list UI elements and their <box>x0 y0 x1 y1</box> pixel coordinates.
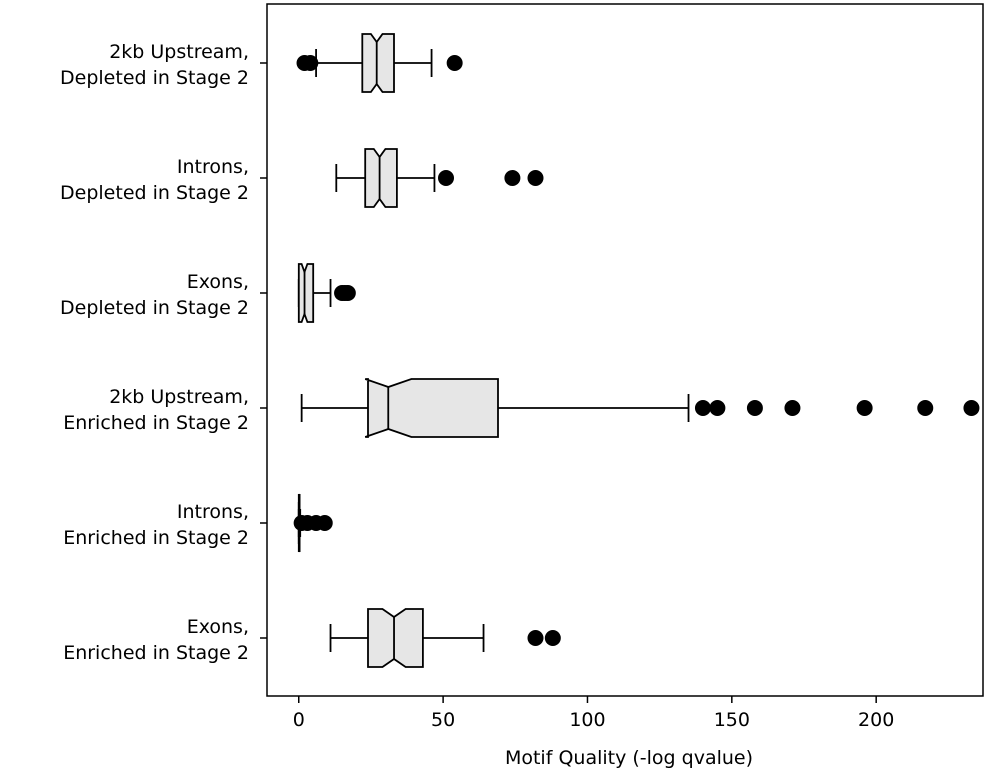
box <box>367 608 424 668</box>
y-tick-label-line: Enriched in Stage 2 <box>63 527 249 549</box>
y-tick-label: 2kb Upstream, Depleted in Stage 2 <box>60 41 249 89</box>
box-group-1 <box>335 148 544 208</box>
box <box>364 148 398 208</box>
x-axis: 0 50 100 150 200 <box>293 696 894 731</box>
outlier-point <box>694 400 711 416</box>
y-axis: 2kb Upstream, Depleted in Stage 2Introns,… <box>60 41 267 664</box>
x-tick-label: 200 <box>858 709 894 731</box>
box-group-3 <box>300 378 980 438</box>
outlier-point <box>438 170 454 186</box>
y-tick-label: Introns, Depleted in Stage 2 <box>60 156 249 204</box>
box <box>364 378 499 438</box>
y-tick-label-line: 2kb Upstream, <box>109 41 249 63</box>
box-group-2 <box>297 263 356 323</box>
y-tick-label-line: Exons, <box>187 271 249 293</box>
y-tick-label-line: Exons, <box>187 616 249 638</box>
y-tick-label-line: Introns, <box>177 156 249 178</box>
outlier-point <box>339 285 356 301</box>
y-tick-label-line: Depleted in Stage 2 <box>60 297 249 319</box>
y-tick-label-line: Depleted in Stage 2 <box>60 182 249 204</box>
y-tick-label-line: 2kb Upstream, <box>109 386 249 408</box>
y-tick-label: 2kb Upstream, Enriched in Stage 2 <box>63 386 249 434</box>
y-tick-label-line: Depleted in Stage 2 <box>60 67 249 89</box>
outlier-point <box>504 170 521 186</box>
outlier-point <box>856 400 873 416</box>
outlier-point <box>544 630 561 646</box>
outlier-point <box>709 400 726 416</box>
x-axis-title: Motif Quality (-log qvalue) <box>505 747 753 769</box>
y-tick-label: Exons, Enriched in Stage 2 <box>63 616 249 664</box>
outlier-point <box>917 400 934 416</box>
outlier-point <box>746 400 763 416</box>
box-group-4 <box>293 493 333 553</box>
x-tick-label: 100 <box>569 709 605 731</box>
y-tick-label-line: Introns, <box>177 501 249 523</box>
outlier-point <box>302 55 319 71</box>
plot-area <box>293 33 980 668</box>
outlier-point <box>527 630 544 646</box>
x-tick-label: 150 <box>714 709 750 731</box>
outlier-point <box>316 515 333 531</box>
outlier-point <box>784 400 801 416</box>
y-tick-label: Introns, Enriched in Stage 2 <box>63 501 249 549</box>
box <box>297 263 315 323</box>
box-group-5 <box>329 608 561 668</box>
box <box>361 33 395 93</box>
outlier-point <box>527 170 544 186</box>
outlier-point <box>446 55 463 71</box>
y-tick-label-line: Enriched in Stage 2 <box>63 642 249 664</box>
y-tick-label: Exons, Depleted in Stage 2 <box>60 271 249 319</box>
plot-frame <box>266 3 984 697</box>
y-tick-label-line: Enriched in Stage 2 <box>63 412 249 434</box>
x-tick-label: 0 <box>293 709 305 731</box>
outlier-point <box>963 400 980 416</box>
box-group-0 <box>296 33 463 93</box>
x-tick-label: 50 <box>431 709 455 731</box>
